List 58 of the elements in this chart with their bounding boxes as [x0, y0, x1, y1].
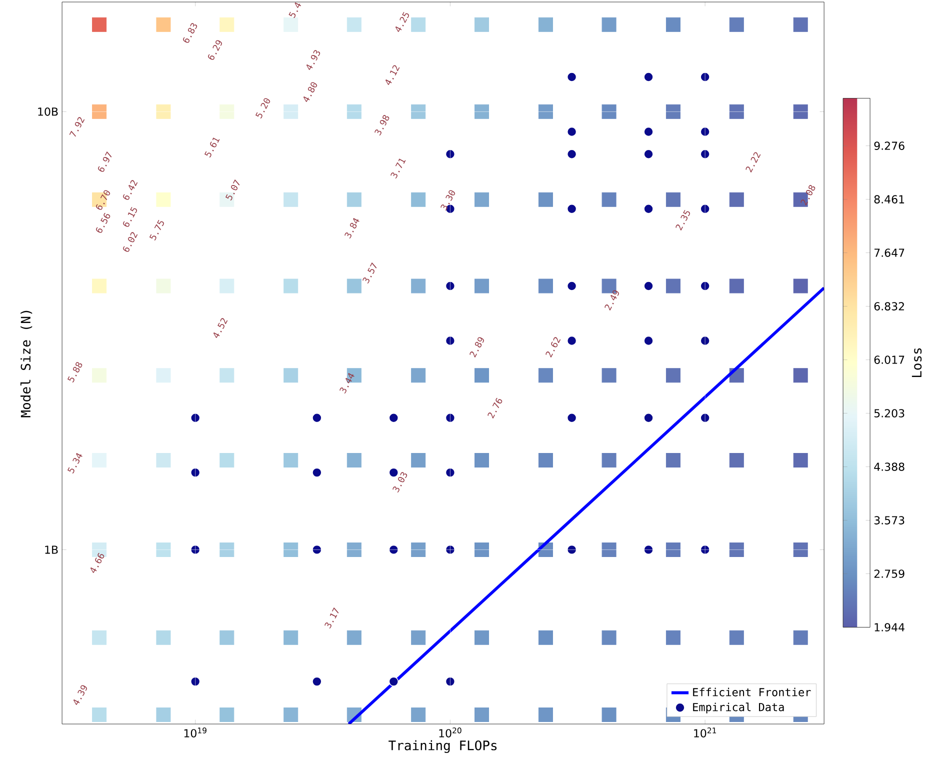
annotation: 3.44 — [340, 373, 354, 394]
color-bar-label: 1.944 — [874, 623, 904, 632]
annotation: 5.34 — [67, 453, 82, 474]
color-bar-label: 3.573 — [874, 516, 904, 524]
annotation: 4.39 — [73, 685, 87, 705]
annotation: 5.4 — [288, 2, 302, 18]
color-bar-label: 7.647 — [874, 248, 904, 257]
annotation: 5.75 — [149, 220, 164, 240]
annotation: 5.07 — [225, 179, 240, 200]
annotation: 4.52 — [213, 318, 228, 338]
annotation: 3.17 — [324, 607, 339, 628]
color-bar-label: 9.276 — [874, 142, 904, 150]
annotation: 6.02 — [123, 232, 138, 252]
annotation: 3.57 — [362, 262, 377, 284]
annotation: 2.35 — [676, 210, 690, 231]
color-bar-label: 2.759 — [874, 570, 904, 578]
annotation: 4.93 — [306, 50, 320, 70]
annotation: 4.25 — [395, 12, 410, 32]
annotation: 3.98 — [374, 115, 390, 136]
annotation: 3.30 — [440, 190, 456, 210]
legend-label: Empirical Data — [693, 702, 784, 714]
annotation: 3.03 — [392, 472, 408, 492]
y-tick-label: 1B — [45, 546, 58, 554]
annotation: 6.42 — [123, 180, 138, 200]
annotation: 5.20 — [255, 98, 270, 118]
x-tick-label: 10$^{21}$ — [694, 728, 716, 738]
annotation: 5.61 — [204, 138, 220, 158]
annotation: 2.49 — [604, 290, 619, 311]
annotation: 2.22 — [746, 152, 761, 173]
annotation: 3.84 — [344, 218, 360, 238]
annotation: 2.62 — [546, 337, 561, 358]
annotation: 6.29 — [208, 40, 222, 60]
annotation: 6.70 — [96, 190, 110, 210]
color-bar-label: 4.388 — [874, 462, 904, 471]
x-axis-title: Training FLOPs — [388, 740, 497, 753]
y-tick-label: 10B — [38, 108, 58, 116]
annotation: 2.08 — [800, 185, 816, 206]
annotation: 6.15 — [123, 206, 138, 227]
annotation: 2.89 — [470, 337, 484, 358]
legend-label: Efficient Frontier — [693, 688, 811, 696]
x-tick-label: 10$^{19}$ — [184, 728, 206, 738]
annotation: 7.92 — [69, 117, 85, 137]
annotation: 4.80 — [303, 82, 318, 102]
annotation: 6.83 — [183, 23, 198, 43]
annotation: 2.76 — [488, 398, 502, 419]
annotation: 4.66 — [90, 552, 104, 573]
annotation: 5.88 — [67, 362, 82, 382]
color-bar-label: 6.017 — [874, 356, 904, 364]
annotation: 4.12 — [386, 65, 400, 85]
annotation: 3.71 — [390, 158, 406, 178]
annotation: 6.97 — [98, 151, 112, 172]
x-tick-label: 10$^{20}$ — [439, 728, 462, 738]
annotation: 6.56 — [96, 212, 110, 233]
color-bar-label: 6.832 — [874, 302, 904, 310]
color-bar-label: 8.461 — [874, 195, 904, 204]
color-bar-label: 5.203 — [874, 409, 904, 418]
y-axis-title: Model Size (N) — [20, 310, 32, 418]
color-bar-title: Loss — [912, 348, 922, 378]
